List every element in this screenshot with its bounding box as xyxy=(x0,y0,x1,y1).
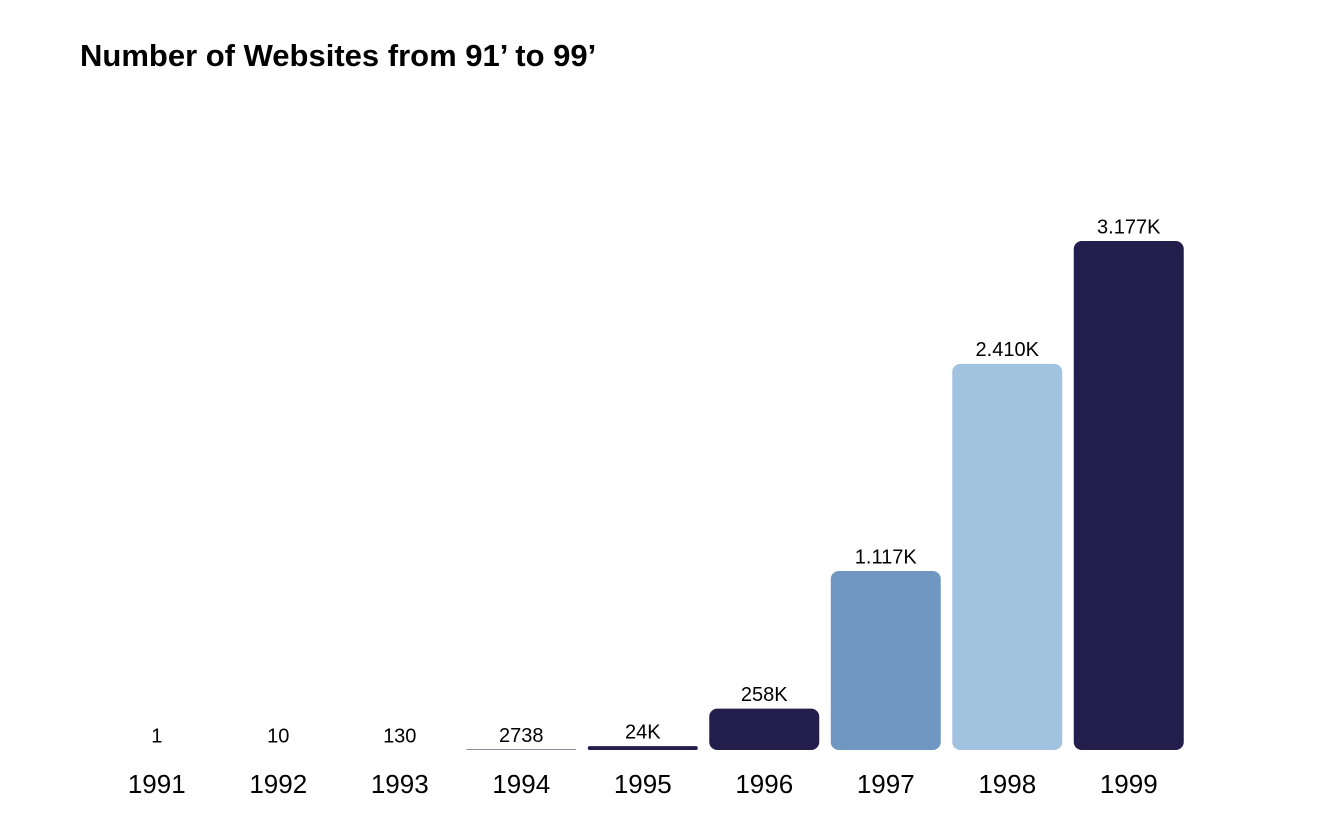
x-tick-label: 1993 xyxy=(371,769,429,799)
bar xyxy=(952,363,1063,750)
value-label: 2738 xyxy=(499,725,544,747)
x-tick-label: 1995 xyxy=(614,769,672,799)
value-label: 24K xyxy=(625,721,661,743)
x-tick-label: 1991 xyxy=(128,769,186,799)
x-tick-label: 1994 xyxy=(492,769,550,799)
value-label: 1.117K xyxy=(855,546,918,568)
value-label: 1 xyxy=(151,725,162,747)
x-tick-label: 1996 xyxy=(735,769,793,799)
bar xyxy=(709,708,820,750)
x-tick-label: 1998 xyxy=(978,769,1036,799)
value-label: 3.177K xyxy=(1097,216,1161,238)
value-label: 10 xyxy=(267,725,289,747)
value-label: 258K xyxy=(741,684,788,706)
x-tick-label: 1992 xyxy=(249,769,307,799)
x-tick-label: 1997 xyxy=(857,769,915,799)
bar xyxy=(830,571,941,750)
value-label: 2.410K xyxy=(976,339,1040,361)
bar xyxy=(1073,241,1184,750)
value-label: 130 xyxy=(383,725,416,747)
chart-title: Number of Websites from 91’ to 99’ xyxy=(80,38,596,73)
bar xyxy=(587,746,698,750)
x-tick-label: 1999 xyxy=(1100,769,1158,799)
